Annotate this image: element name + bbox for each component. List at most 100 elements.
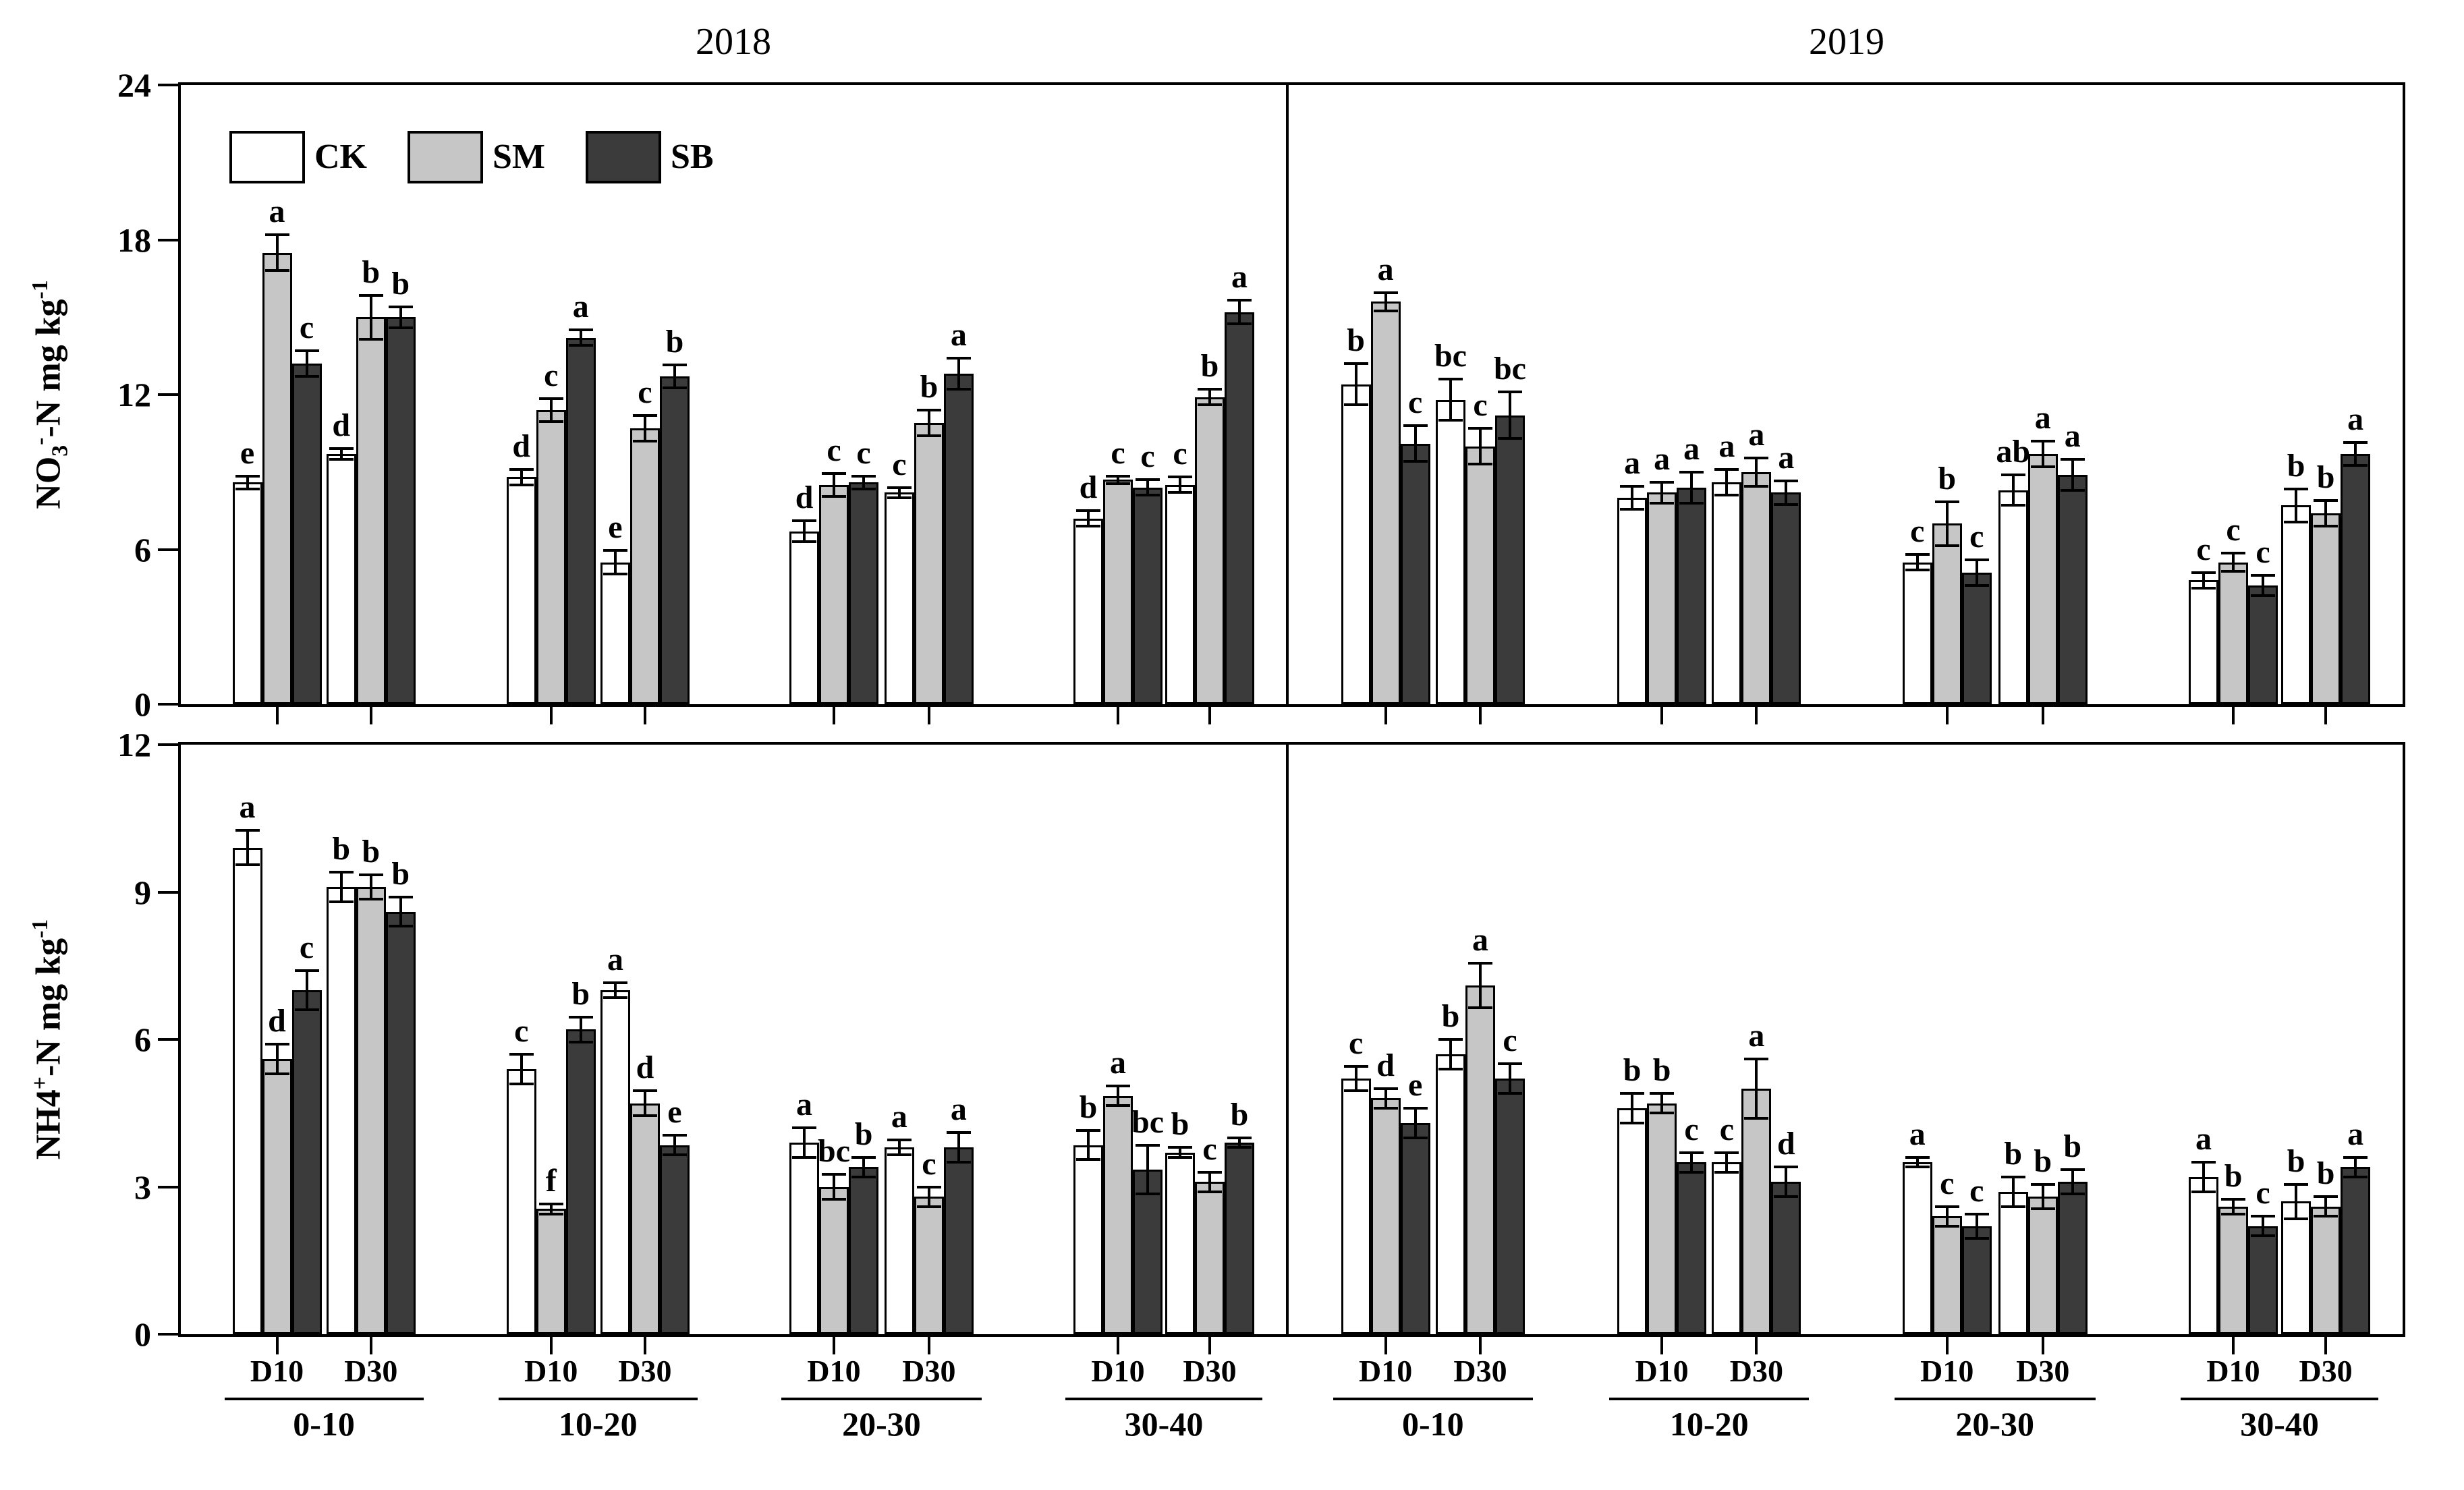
error-bar [1725,469,1729,496]
bar-CK-30-40-D30 [2281,505,2312,704]
error-bar-cap-bottom [1774,1195,1799,1199]
error-bar [520,469,523,485]
bar-SB-30-40-D30 [1224,1142,1254,1334]
error-bar-cap-top [358,293,383,297]
error-bar [673,365,676,389]
bar-SM-0-10-D10 [262,252,292,704]
sig-letter: a [2195,1121,2212,1157]
error-bar-cap-bottom [1497,437,1522,440]
error-bar-cap-top [1905,1155,1930,1159]
bar-SB-0-10-D30 [385,317,416,704]
x-axis-tick [369,1334,372,1354]
error-bar [520,1054,523,1084]
bar-CK-10-20-D30 [1712,1162,1742,1334]
x-axis-tick [549,1334,553,1354]
sig-letter: c [514,1012,529,1049]
x-axis-tick [1945,704,1949,724]
sig-letter: b [332,831,351,867]
error-bar-cap-top [1076,1128,1101,1132]
depth-label: 30-40 [2240,1405,2319,1443]
bar-SM-20-30-D30 [914,423,944,704]
error-bar [643,415,646,441]
error-bar-cap-top [1964,1212,1989,1215]
error-bar-cap-top [1106,1085,1131,1088]
error-bar [305,350,308,377]
x-axis-tick [1660,1334,1664,1354]
error-bar [1146,1145,1150,1195]
error-bar [1725,1152,1729,1172]
sig-letter: bc [1493,351,1526,387]
x-subgroup-label: D30 [2299,1354,2353,1388]
error-bar-cap-top [1197,1170,1222,1174]
error-bar [2262,1216,2265,1236]
ylabel-text: NO [29,456,68,509]
y-axis-tick [158,1333,178,1336]
error-bar-cap-top [851,1155,876,1159]
error-bar-cap-bottom [632,1114,657,1117]
error-bar-cap-bottom [1373,309,1398,312]
x-subgroup-label: D10 [1091,1354,1145,1388]
bar-CK-30-40-D30 [2281,1201,2312,1334]
error-bar-cap-bottom [2314,1215,2339,1218]
error-bar [2354,442,2357,466]
sig-letter: b [391,855,410,892]
x-subgroup-label: D10 [1635,1354,1689,1388]
sig-letter: b [2063,1128,2082,1165]
sig-letter: a [1654,441,1671,478]
error-bar-cap-bottom [1650,501,1675,505]
error-bar-cap-top [1714,1151,1739,1154]
legend: CK SM SB [229,131,754,183]
error-bar-cap-top [1403,424,1428,427]
error-bar-cap-bottom [1774,503,1799,506]
error-bar-cap-top [632,1089,657,1093]
sig-letter: c [1503,1023,1517,1059]
x-axis-tick [1117,704,1120,724]
x-axis-tick [2041,1334,2044,1354]
x-subgroup-label: D30 [1453,1354,1507,1388]
sig-letter: b [665,324,684,360]
sig-letter: b [571,976,590,1012]
error-bar [1690,1152,1693,1172]
sig-letter: c [299,309,314,345]
x-axis-tick [549,704,553,724]
sig-letter: c [1173,436,1187,472]
bar-SM-20-30-D30 [2027,1197,2058,1334]
error-bar-cap-top [662,364,687,367]
error-bar [1945,501,1949,546]
x-axis-tick [2324,704,2328,724]
x-axis-tick [1117,1334,1120,1354]
ylabel-exp: -1 [28,919,53,938]
error-bar-cap-top [632,413,657,417]
error-bar-cap-top [603,549,627,552]
error-bar [1785,481,1788,505]
error-bar-cap-bottom [1076,1158,1101,1162]
depth-label: 10-20 [559,1405,638,1443]
x-axis-tick [1660,704,1664,724]
error-bar [1755,457,1758,486]
depth-underline [498,1398,698,1400]
x-subgroup-label: D10 [1920,1354,1974,1388]
error-bar [1413,1108,1417,1138]
error-bar-cap-bottom [603,996,627,1000]
error-bar [897,487,901,498]
ylabel-text: -N mg kg [29,299,68,438]
error-bar-cap-top [509,467,534,471]
y-tick-label: 6 [134,1021,151,1058]
bar-SM-0-10-D30 [1465,985,1495,1334]
x-axis-tick [833,704,836,724]
bar-SM-30-40-D30 [2311,1206,2341,1334]
x-axis-tick [1208,704,1211,724]
panel-title-2019: 2019 [1809,21,1884,63]
bar-CK-0-10-D30 [1435,1054,1465,1334]
bar-SB-0-10-D30 [385,911,416,1334]
error-bar-cap-bottom [388,326,413,329]
error-bar-cap-bottom [1227,1146,1252,1149]
error-bar-cap-bottom [1403,460,1428,463]
error-bar [1755,1059,1758,1118]
error-bar [549,398,553,422]
legend-label-sm: SM [493,138,545,176]
error-bar-cap-top [1167,476,1192,479]
error-bar-cap-bottom [916,434,941,438]
x-subgroup-label: D30 [618,1354,672,1388]
bar-SM-0-10-D10 [1370,302,1401,704]
